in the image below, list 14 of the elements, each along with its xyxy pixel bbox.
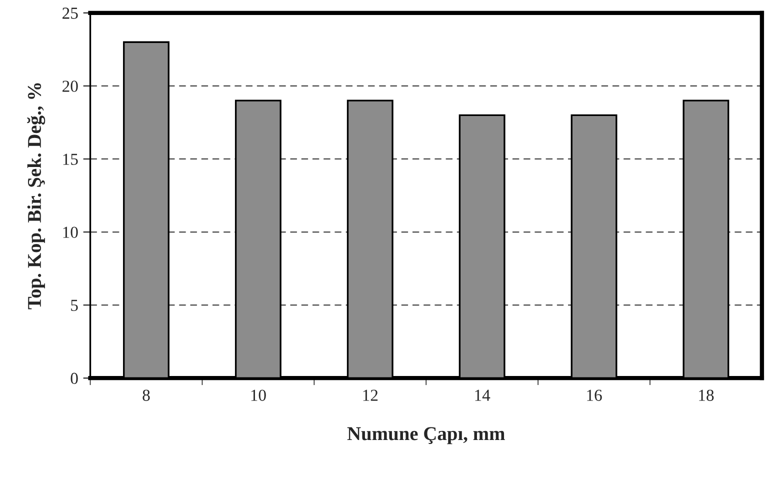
y-tick-label: 20 (62, 80, 78, 92)
x-tick-label: 18 (699, 390, 714, 401)
x-tick-label: 12 (363, 390, 378, 401)
y-tick-label: 25 (62, 8, 78, 19)
y-tick-label: 0 (70, 372, 78, 384)
x-tick-label: 10 (251, 390, 266, 401)
x-axis-title: Numune Çapı, mm (347, 427, 505, 444)
y-tick-label: 5 (71, 300, 78, 312)
y-tick-label: 10 (63, 226, 78, 238)
y-tick-label: 15 (63, 154, 78, 165)
x-tick-label: 16 (587, 390, 602, 401)
x-tick-label: 8 (142, 390, 150, 401)
x-tick-label: 14 (475, 390, 490, 401)
y-axis-title: Top. Kop. Bir. Şek. Değ., % (27, 83, 46, 310)
